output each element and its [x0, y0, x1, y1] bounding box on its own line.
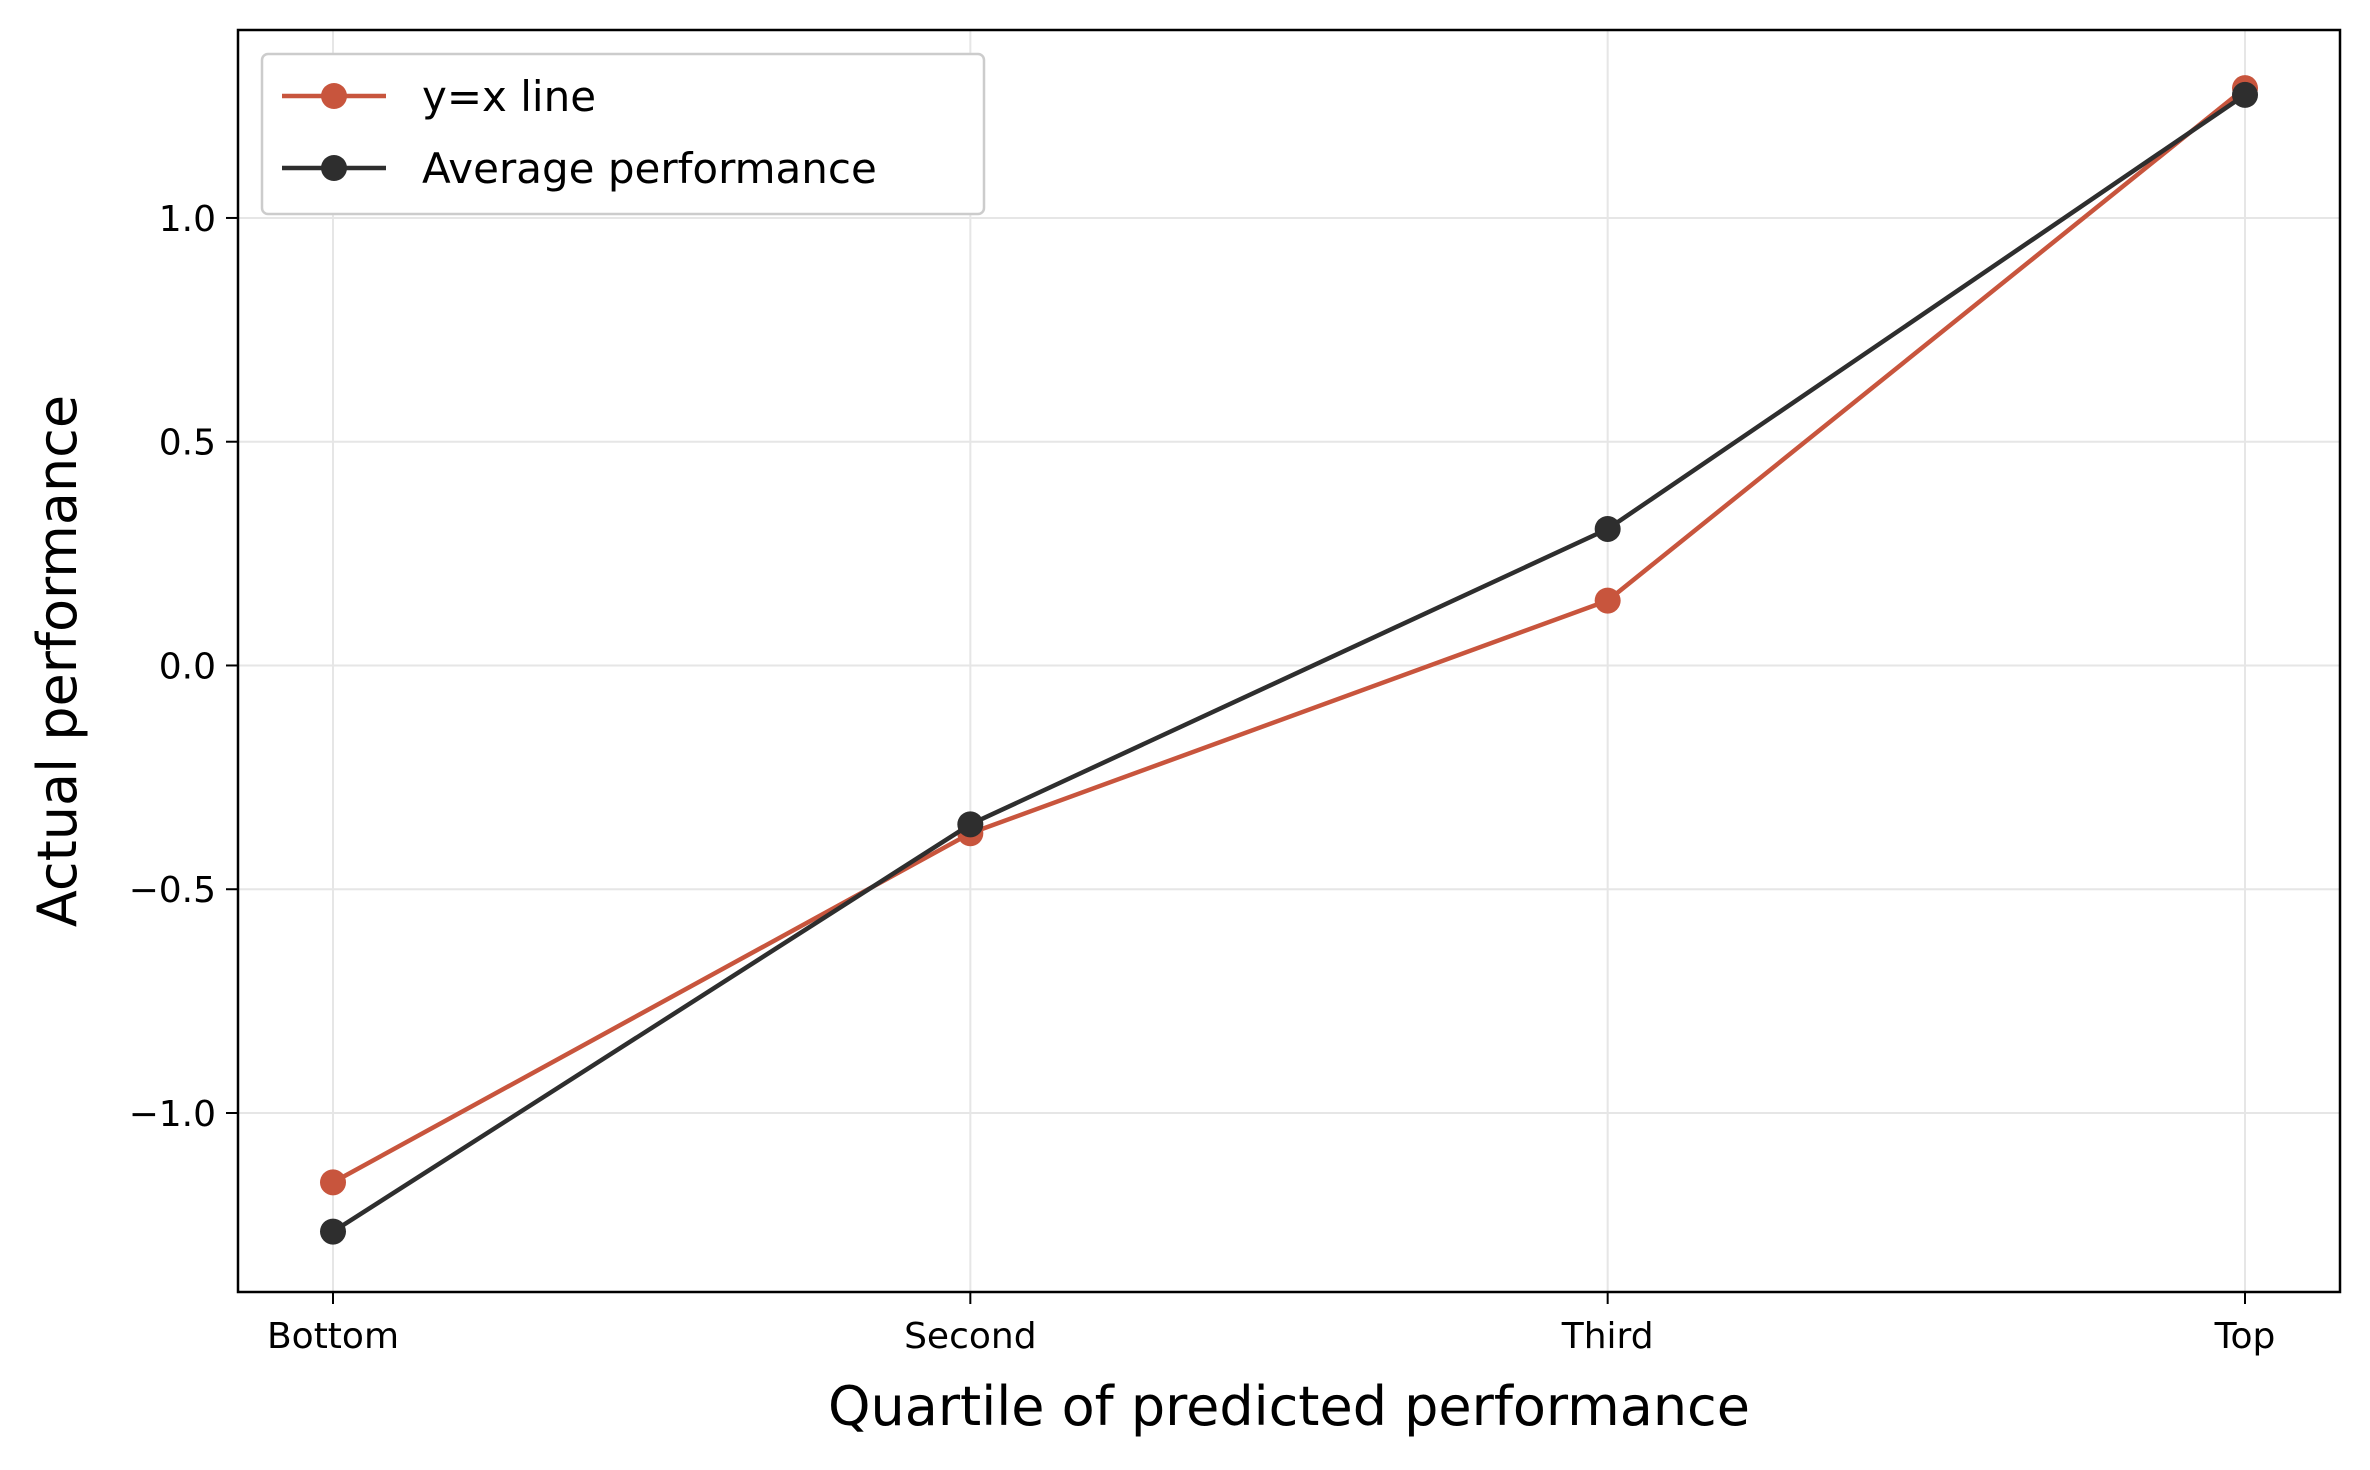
legend-label: Average performance [422, 144, 877, 193]
y-tick-label: 0.5 [159, 423, 216, 464]
y-tick-label: 0.0 [159, 646, 216, 687]
legend-marker [321, 83, 347, 109]
legend-marker [321, 155, 347, 181]
data-point [320, 1218, 346, 1245]
x-tick-label: Second [904, 1316, 1037, 1357]
series-2 [320, 81, 2258, 1245]
series-layer [320, 75, 2258, 1245]
y-tick-label: −0.5 [129, 870, 216, 911]
y-tick-label: 1.0 [159, 199, 216, 240]
y-axis-title: Actual performance [26, 395, 89, 927]
x-tick-label: Bottom [267, 1316, 399, 1357]
legend-label: y=x line [422, 72, 596, 121]
legend-box [260, 52, 986, 216]
data-point [1594, 587, 1621, 614]
data-point [320, 1169, 346, 1196]
x-axis-title: Quartile of predicted performance [828, 1375, 1750, 1438]
grid-layer [238, 30, 2340, 1292]
tick-layer: Bottom Second Third Top −1.0 −0.5 0.0 0.5 1.0 [129, 199, 2276, 1357]
legend-item: Average performance [282, 144, 877, 193]
x-tick-label: Third [1561, 1316, 1654, 1357]
series-line [331, 93, 2247, 1234]
data-point [957, 811, 984, 838]
plot-frame [236, 28, 2342, 1294]
series-line [331, 86, 2247, 1185]
y-tick-label: −1.0 [129, 1094, 216, 1135]
data-point [2232, 81, 2258, 108]
x-tick-label: Top [2214, 1316, 2276, 1357]
legend: y=x line Average performance [260, 52, 986, 216]
legend-item: y=x line [282, 72, 596, 121]
data-point [1594, 515, 1621, 542]
